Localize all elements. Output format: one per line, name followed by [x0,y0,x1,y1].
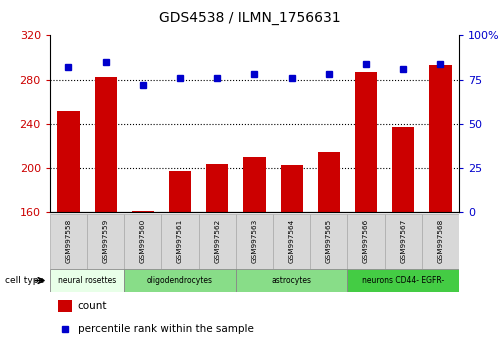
Bar [273,214,310,269]
Bar [347,214,385,269]
Text: oligodendrocytes: oligodendrocytes [147,276,213,285]
Text: GSM997565: GSM997565 [326,218,332,263]
Text: percentile rank within the sample: percentile rank within the sample [78,324,253,334]
Text: count: count [78,301,107,311]
Bar [58,300,72,312]
Text: GSM997560: GSM997560 [140,218,146,263]
Text: GSM997562: GSM997562 [214,218,220,263]
Bar [57,110,80,212]
Text: GSM997564: GSM997564 [289,218,295,263]
Text: GDS4538 / ILMN_1756631: GDS4538 / ILMN_1756631 [159,11,340,25]
Bar [392,127,415,212]
Bar [124,269,236,292]
Bar [347,269,459,292]
Bar [169,171,191,212]
Bar [244,157,265,212]
Bar [132,211,154,212]
Bar [318,152,340,212]
Bar [385,214,422,269]
Bar [124,214,162,269]
Text: GSM997559: GSM997559 [103,218,109,263]
Text: GSM997567: GSM997567 [400,218,406,263]
Text: GSM997568: GSM997568 [438,218,444,263]
Text: GSM997561: GSM997561 [177,218,183,263]
Bar [50,214,87,269]
Text: cell type: cell type [5,276,44,285]
Bar [87,214,124,269]
Bar [199,214,236,269]
Bar [94,78,117,212]
Bar [206,164,229,212]
Bar [236,269,347,292]
Bar [236,214,273,269]
Bar [422,214,459,269]
Bar [429,65,452,212]
Bar [50,269,124,292]
Text: GSM997566: GSM997566 [363,218,369,263]
Bar [162,214,199,269]
Bar [310,214,347,269]
Text: neural rosettes: neural rosettes [58,276,116,285]
Text: neurons CD44- EGFR-: neurons CD44- EGFR- [362,276,445,285]
Bar [355,72,377,212]
Text: GSM997563: GSM997563 [251,218,257,263]
Text: astrocytes: astrocytes [271,276,312,285]
Text: GSM997558: GSM997558 [65,218,71,263]
Bar [280,165,303,212]
